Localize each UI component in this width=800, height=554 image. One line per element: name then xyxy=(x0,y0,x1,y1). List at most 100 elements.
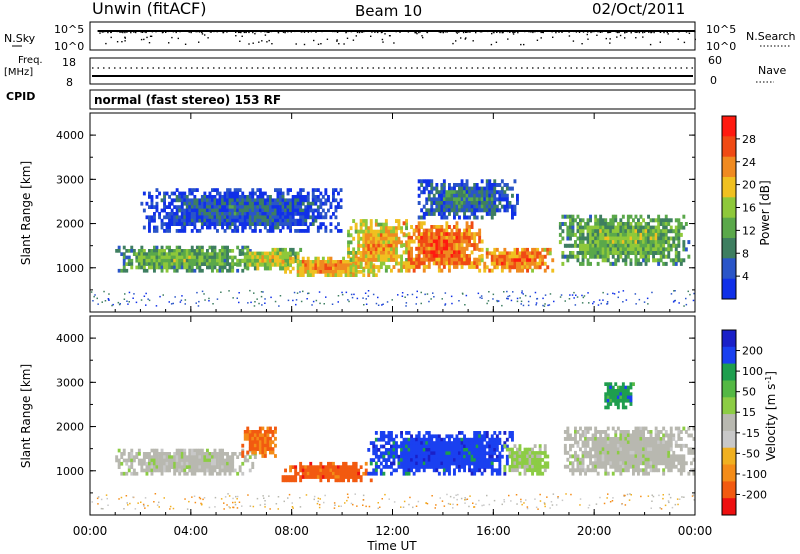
heatmap-cell xyxy=(417,225,421,229)
heatmap-cell xyxy=(236,188,240,192)
heatmap-cell xyxy=(231,215,235,220)
heatmap-cell xyxy=(198,268,202,273)
heatmap-cell xyxy=(203,191,207,196)
scatter-dot xyxy=(365,298,367,300)
heatmap-cell xyxy=(256,201,260,206)
heatmap-cell xyxy=(611,236,615,241)
heatmap-cell xyxy=(279,258,282,263)
heatmap-cell xyxy=(621,229,625,234)
heatmap-cell xyxy=(440,268,444,273)
heatmap-cell xyxy=(369,471,373,476)
heatmap-cell xyxy=(576,457,580,462)
heatmap-cell xyxy=(440,246,444,251)
heatmap-cell xyxy=(337,263,340,268)
heatmap-cell xyxy=(208,452,212,456)
heatmap-cell xyxy=(173,458,177,463)
heatmap-cell xyxy=(427,211,431,216)
heatmap-cell xyxy=(183,452,187,456)
heatmap-cell xyxy=(160,461,164,466)
heatmap-cell xyxy=(299,478,303,483)
heatmap-cell xyxy=(684,222,688,226)
heatmap-cell xyxy=(362,254,366,259)
heatmap-cell xyxy=(569,222,572,226)
heatmap-cell xyxy=(377,448,381,452)
heatmap-cell xyxy=(420,179,424,184)
heatmap-cell xyxy=(200,268,204,273)
heatmap-cell xyxy=(526,468,529,473)
nsky-point xyxy=(374,31,376,33)
heatmap-cell xyxy=(468,225,471,229)
heatmap-cell xyxy=(468,193,471,198)
heatmap-cell xyxy=(339,273,343,277)
heatmap-cell xyxy=(480,437,484,442)
heatmap-cell xyxy=(155,249,159,253)
heatmap-cell xyxy=(435,183,439,187)
heatmap-cell xyxy=(130,245,134,250)
heatmap-cell xyxy=(193,212,197,216)
heatmap-cell xyxy=(142,225,146,230)
heatmap-cell xyxy=(543,254,547,259)
heatmap-cell xyxy=(226,268,229,273)
heatmap-cell xyxy=(344,468,348,473)
heatmap-cell xyxy=(150,205,154,209)
heatmap-cell xyxy=(180,198,184,203)
scatter-dot xyxy=(536,297,539,300)
heatmap-cell xyxy=(243,218,247,223)
heatmap-cell xyxy=(475,465,479,469)
heatmap-cell xyxy=(216,471,219,476)
heatmap-cell xyxy=(354,254,358,259)
nsky-point xyxy=(355,35,357,37)
nsky-point xyxy=(418,31,420,34)
nsky-point xyxy=(266,31,268,33)
heatmap-cell xyxy=(246,247,250,252)
heatmap-cell xyxy=(601,218,605,223)
heatmap-cell xyxy=(495,468,499,473)
heatmap-cell xyxy=(475,468,479,473)
heatmap-cell xyxy=(395,247,398,252)
scatter-dot xyxy=(549,293,552,295)
heatmap-cell xyxy=(400,258,403,262)
heatmap-cell xyxy=(158,215,161,220)
heatmap-cell xyxy=(344,270,348,274)
heatmap-cell xyxy=(218,201,222,206)
beam-title: Beam 10 xyxy=(355,2,422,20)
heatmap-cell xyxy=(463,208,466,213)
heatmap-cell xyxy=(190,458,194,463)
heatmap-cell xyxy=(266,430,270,434)
heatmap-cell xyxy=(231,265,235,270)
heatmap-cell xyxy=(463,451,466,456)
heatmap-cell xyxy=(314,215,318,220)
heatmap-cell xyxy=(450,254,454,258)
heatmap-cell xyxy=(586,240,590,245)
heatmap-cell xyxy=(314,256,318,261)
heatmap-cell xyxy=(609,225,613,230)
heatmap-cell xyxy=(407,431,411,435)
heatmap-cell xyxy=(412,257,416,262)
heatmap-cell xyxy=(526,451,529,455)
heatmap-cell xyxy=(513,179,517,184)
heatmap-cell xyxy=(674,218,678,223)
heatmap-cell xyxy=(208,208,212,213)
heatmap-cell xyxy=(178,208,182,213)
heatmap-cell xyxy=(420,448,424,452)
nsky-point xyxy=(466,31,468,33)
heatmap-cell xyxy=(258,251,262,256)
heatmap-cell xyxy=(483,448,487,452)
heatmap-cell xyxy=(405,240,408,245)
nsky-point xyxy=(165,31,167,33)
scatter-dot xyxy=(264,302,266,304)
heatmap-cell xyxy=(314,201,318,206)
heatmap-cell xyxy=(528,468,532,473)
heatmap-cell xyxy=(589,214,592,219)
heatmap-cell xyxy=(430,197,434,202)
heatmap-cell xyxy=(200,468,204,473)
heatmap-cell xyxy=(188,218,192,223)
heatmap-cell xyxy=(256,222,260,226)
heatmap-cell xyxy=(642,240,645,245)
heatmap-cell xyxy=(478,254,482,259)
heatmap-cell xyxy=(596,247,600,252)
heatmap-cell xyxy=(243,265,247,270)
heatmap-cell xyxy=(442,261,446,266)
heatmap-cell xyxy=(642,251,645,255)
heatmap-cell xyxy=(329,260,333,264)
